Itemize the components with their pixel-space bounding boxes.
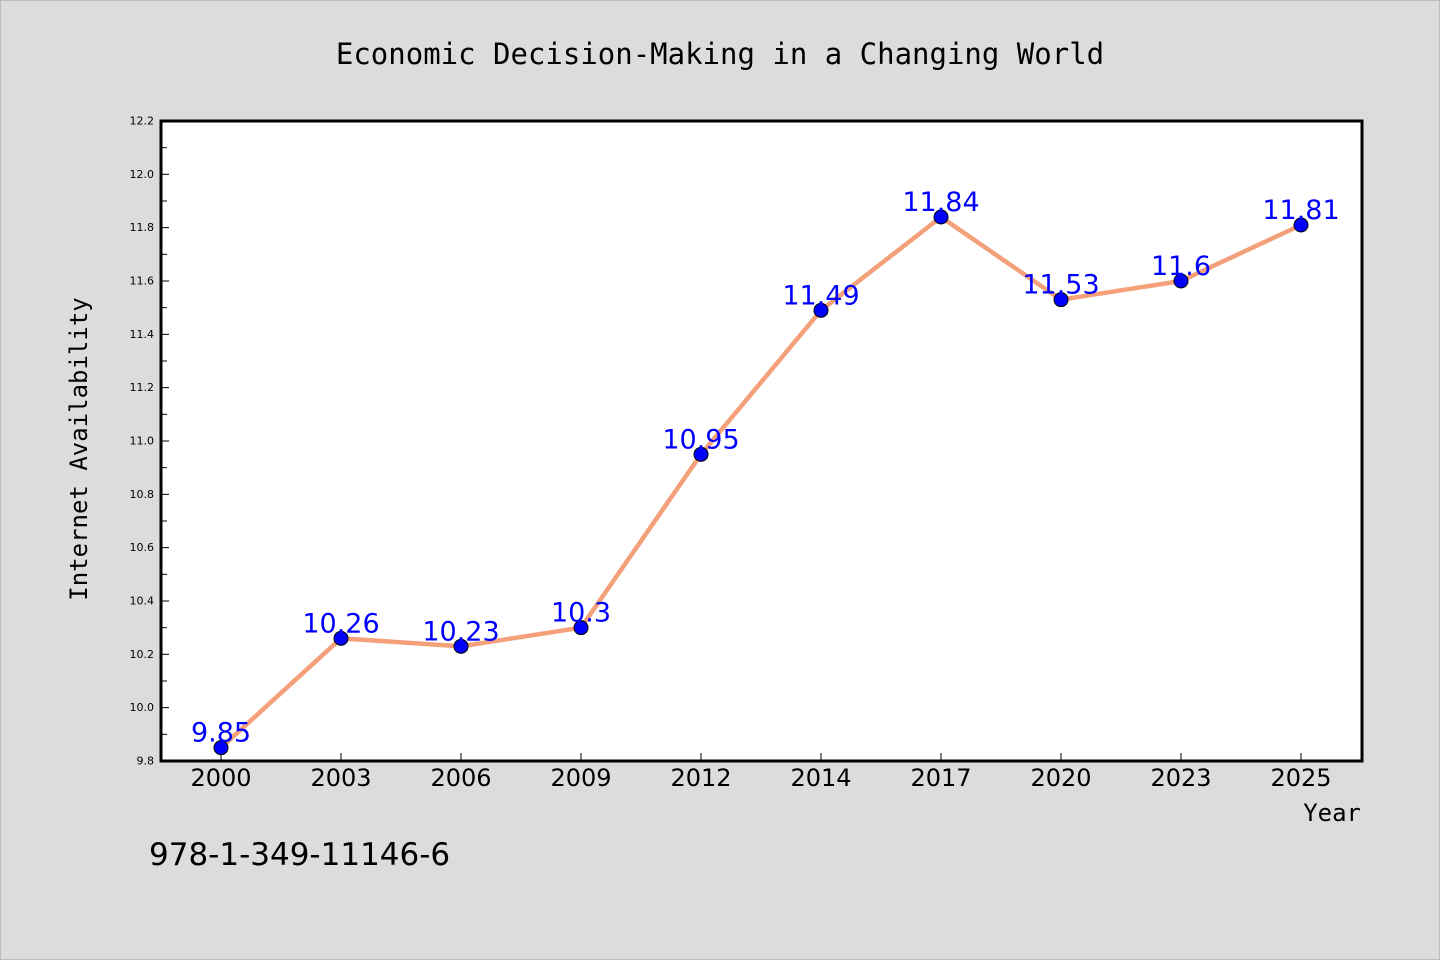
- x-tick-label: 2000: [190, 764, 251, 792]
- y-tick-label: 11.8: [130, 221, 155, 234]
- data-point: [333, 630, 349, 646]
- data-point: [693, 446, 709, 462]
- x-axis-label: Year: [1303, 799, 1361, 827]
- y-tick-label: 10.6: [130, 541, 155, 554]
- y-axis-label: Internet Availability: [65, 297, 93, 600]
- data-point: [813, 302, 829, 318]
- x-tick-label: 2012: [670, 764, 731, 792]
- data-point: [1053, 292, 1069, 308]
- data-label: 11.84: [902, 187, 979, 218]
- y-tick-label: 11.2: [130, 381, 155, 394]
- data-labels: 9.85 10.26 10.23 10.3 10.95 11.49 11.84 11.53 11…: [191, 187, 1340, 749]
- x-tick-label: 2009: [550, 764, 611, 792]
- x-tick-label: 2020: [1030, 764, 1091, 792]
- plot-area: [159, 119, 1364, 763]
- y-tick-label: 11.4: [130, 328, 155, 341]
- y-tick-label: 10.4: [130, 595, 155, 608]
- y-tick-label: 12.2: [130, 115, 155, 128]
- y-axis: 9.8 10.0 10.2 10.4 10.6 10.8 11.0 11.2 11.4 11.6 1…: [130, 115, 169, 768]
- y-tick-label: 9.8: [137, 755, 155, 768]
- data-label: 11.6: [1151, 251, 1211, 282]
- data-point: [213, 740, 229, 756]
- y-tick-label: 10.2: [130, 648, 155, 661]
- x-axis: 2000 2003 2006 2009 2012 2014 2017 2020 2023 2025: [190, 753, 1332, 792]
- x-tick-label: 2023: [1150, 764, 1211, 792]
- y-tick-label: 11.6: [130, 275, 155, 288]
- y-tick-label: 10.8: [130, 488, 155, 501]
- y-tick-label: 12.0: [130, 168, 155, 181]
- y-tick-label: 11.0: [130, 435, 155, 448]
- data-label: 11.53: [1022, 270, 1099, 301]
- x-tick-label: 2017: [910, 764, 971, 792]
- data-point: [1293, 217, 1309, 233]
- isbn-text: 978-1-349-11146-6: [149, 837, 450, 873]
- chart-title: Economic Decision-Making in a Changing W…: [336, 37, 1104, 71]
- x-tick-label: 2014: [790, 764, 851, 792]
- data-label: 10.23: [422, 616, 499, 647]
- data-label: 10.3: [551, 598, 611, 629]
- x-tick-label: 2025: [1270, 764, 1331, 792]
- data-label: 10.26: [302, 608, 379, 639]
- data-label: 11.49: [782, 280, 859, 311]
- series-line: [218, 214, 1304, 750]
- data-point: [453, 638, 469, 654]
- x-tick-label: 2006: [430, 764, 491, 792]
- data-label: 10.95: [662, 424, 739, 455]
- y-tick-label: 10.0: [130, 701, 155, 714]
- data-markers: [213, 209, 1309, 756]
- data-point: [573, 620, 589, 636]
- data-point: [1173, 273, 1189, 289]
- data-point: [933, 209, 949, 225]
- data-label: 11.81: [1262, 195, 1339, 226]
- data-label: 9.85: [191, 718, 251, 749]
- x-tick-label: 2003: [310, 764, 371, 792]
